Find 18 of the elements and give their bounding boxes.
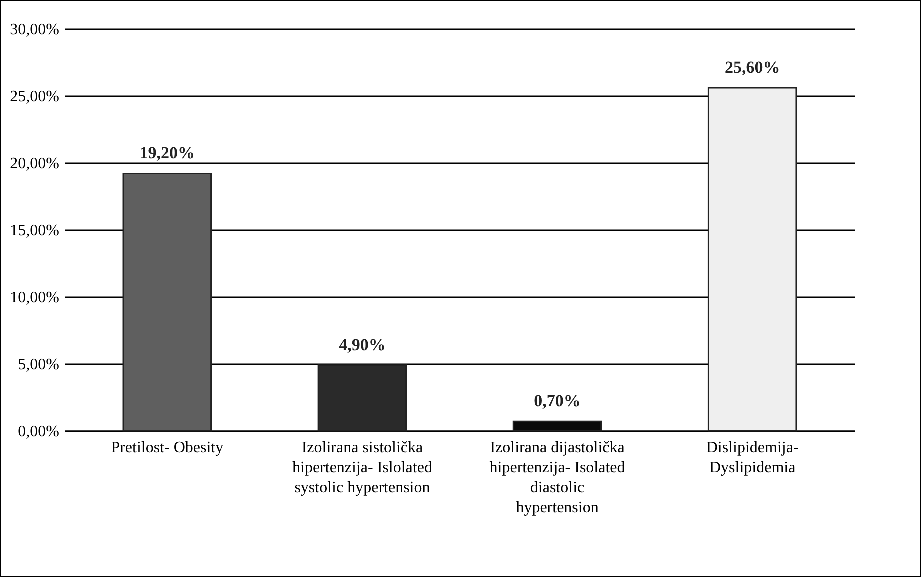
- x-tick-label: Izolirana dijastolička hipertenzija- Isolated diastolic hypertension: [490, 440, 626, 516]
- x-tick-label: Dislipidemija- Dyslipidemia: [706, 440, 799, 476]
- y-tick-label: 20,00%: [10, 156, 60, 172]
- x-tick-label: Izolirana sistolička hipertenzija- Islolated systolic hypertension: [292, 440, 432, 496]
- bar: [708, 87, 798, 432]
- y-tick-label: 5,00%: [18, 356, 60, 374]
- y-tick-label: 15,00%: [10, 222, 60, 240]
- y-tick-label: 30,00%: [10, 22, 60, 38]
- y-tick-label: 0,00%: [18, 424, 60, 440]
- bar: [122, 172, 212, 432]
- x-tick-label: Pretilost- Obesity: [111, 440, 224, 456]
- y-tick-label: 25,00%: [10, 88, 60, 106]
- data-label: 4,90%: [339, 335, 386, 354]
- data-label: 0,70%: [534, 392, 581, 411]
- bar: [318, 364, 408, 432]
- data-label: 19,20%: [140, 144, 196, 163]
- y-tick-label: 10,00%: [10, 290, 60, 306]
- data-label: 25,60%: [724, 58, 780, 77]
